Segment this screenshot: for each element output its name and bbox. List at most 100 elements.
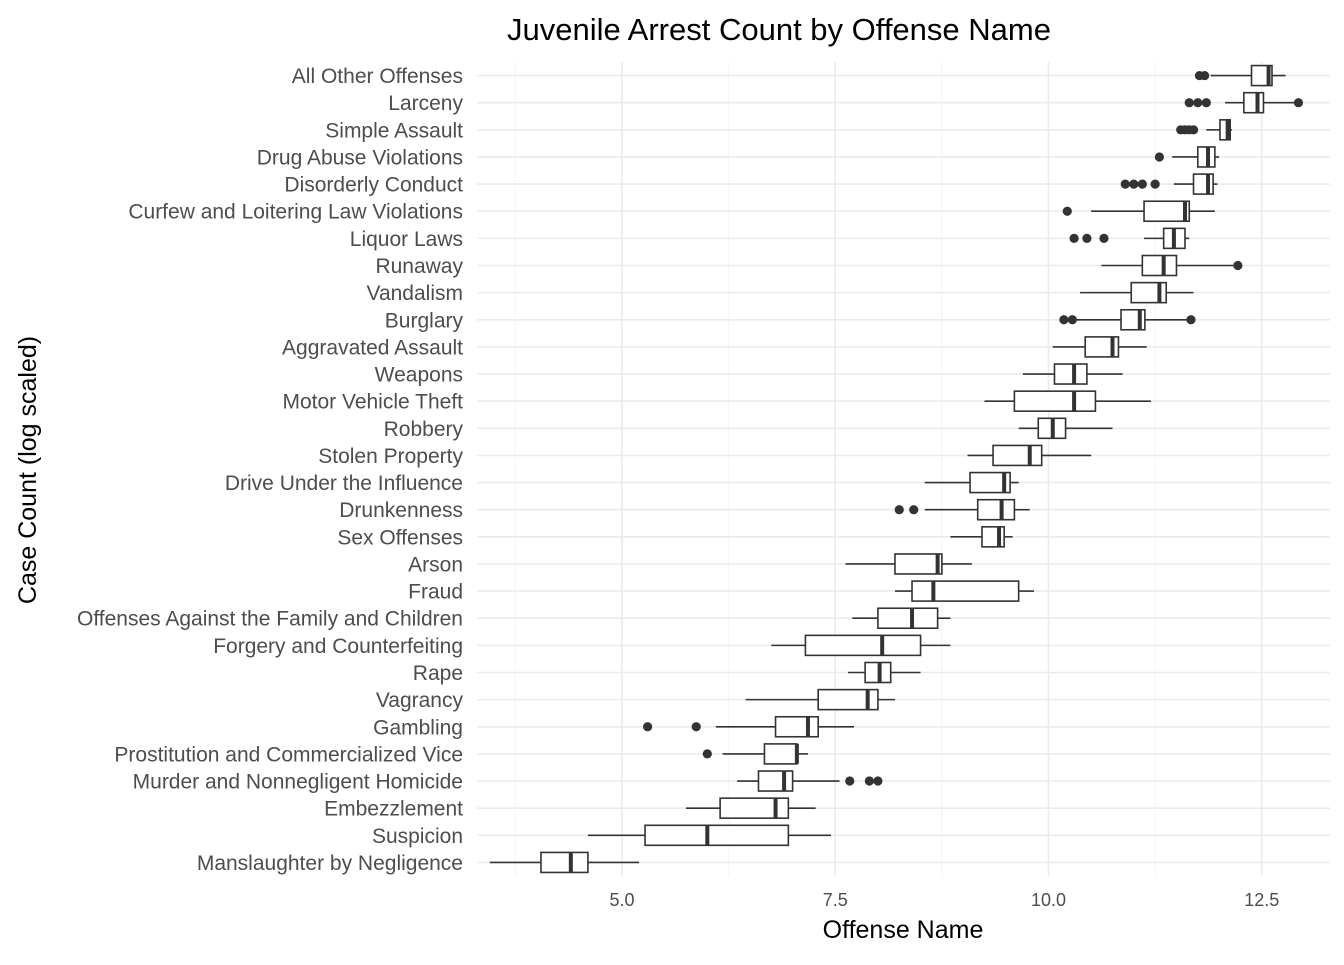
box-rect [969,471,1011,494]
outlier-point [1184,98,1194,108]
box-rect [894,553,943,575]
box-group [1069,227,1190,250]
box-group [771,634,951,657]
box-rect [719,797,790,819]
box-group [1194,64,1286,87]
y-tick-label: Drug Abuse Violations [257,146,463,169]
outlier-point [1069,233,1079,243]
box-rect [1219,119,1231,141]
outlier-point [1200,70,1210,81]
box-rect [817,688,879,711]
outlier-point [864,776,874,786]
box-rect [1192,173,1214,195]
y-tick-label: Aggravated Assault [282,336,463,359]
box-group [894,580,1035,602]
labels-layer: 5.0 7.5 10.0 12.5 All Other Offenses Larceny S… [77,65,1279,910]
y-tick-label: Weapons [375,364,463,387]
outlier-point [1233,260,1243,271]
y-tick-label: All Other Offenses [292,65,463,88]
y-tick-label: Vagrancy [376,689,464,712]
y-tick-label: Burglary [385,309,464,332]
box-group [685,797,816,819]
y-tick-label: Rape [413,662,463,685]
outlier-point [1067,315,1077,325]
outlier-point [643,722,653,732]
outlier-point [1099,233,1109,243]
outlier-point [1129,179,1139,189]
outlier-point [1201,98,1211,108]
box-group [852,607,951,630]
outlier-point [909,505,919,515]
outlier-point [1137,179,1147,189]
outlier-point [1193,98,1203,108]
y-tick-label: Stolen Property [318,445,463,468]
box-rect [540,851,589,874]
box-group [489,851,640,874]
outlier-point [873,776,883,786]
box-group [1154,146,1220,168]
y-tick-label: Manslaughter by Negligence [197,852,463,875]
box-rect [1143,200,1191,223]
y-tick-label: Larceny [388,92,463,115]
boxes-layer [489,64,1304,874]
box-rect [644,824,790,847]
y-tick-label: Fraud [408,581,463,604]
box-group [702,743,808,765]
box-rect [992,444,1043,467]
box-rect [877,607,939,630]
outlier-point [1188,125,1199,135]
box-group [1080,281,1194,304]
x-axis-title: Offense Name [823,916,984,944]
box-group [950,526,1013,548]
outlier-point [1186,315,1196,325]
y-tick-label: Curfew and Loitering Law Violations [128,201,463,224]
y-tick-label: Robbery [384,418,464,441]
box-rect [1053,363,1088,385]
y-tick-label: Suspicion [372,825,463,848]
y-tick-label: Drunkenness [339,499,463,522]
outlier-point [1059,315,1069,325]
box-group [1018,417,1113,440]
y-tick-label: Liquor Laws [350,228,463,251]
box-group [984,390,1151,412]
y-axis-title: Case Count (log scaled) [14,336,42,604]
box-group [1120,173,1218,195]
x-tick-label: 10.0 [1031,890,1066,910]
box-group [967,444,1092,467]
y-tick-label: Embezzlement [324,798,463,821]
x-tick-label: 5.0 [609,890,634,910]
box-group [1062,200,1215,223]
box-group [924,471,1019,494]
y-tick-label: Motor Vehicle Theft [282,391,463,414]
y-tick-label: Arson [408,553,463,576]
box-rect [1084,336,1120,358]
outlier-point [702,749,712,759]
y-tick-label: Vandalism [367,282,464,305]
outlier-point [1120,179,1130,189]
y-tick-label: Offenses Against the Family and Children [77,608,463,631]
box-rect [804,634,922,657]
y-tick-label: Gambling [373,716,463,739]
box-group [587,824,831,847]
box-rect [757,770,794,792]
box-group [737,770,883,792]
outlier-point [1082,233,1092,243]
y-tick-label: Sex Offenses [337,526,463,549]
chart-title: Juvenile Arrest Count by Offense Name [507,12,1051,47]
x-tick-label: 7.5 [823,890,848,910]
box-group [1101,254,1243,277]
box-group [845,553,972,575]
outlier-point [894,505,904,515]
y-tick-label: Simple Assault [325,119,463,142]
box-rect [774,715,819,738]
box-group [1052,336,1147,358]
box-group [848,661,921,684]
box-group [1176,119,1232,141]
box-group [894,498,1030,521]
x-tick-label: 12.5 [1244,890,1279,910]
y-tick-label: Murder and Nonnegligent Homicide [133,771,463,794]
outlier-point [691,722,701,732]
y-tick-label: Runaway [375,255,463,278]
